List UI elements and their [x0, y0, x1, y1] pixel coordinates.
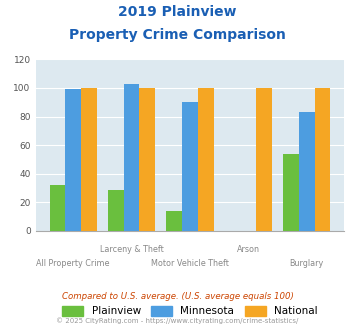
Bar [140, 88, 155, 231]
Bar [198, 88, 214, 231]
Bar [81, 88, 97, 231]
Text: Arson: Arson [237, 245, 260, 254]
Bar [256, 88, 272, 231]
Bar [65, 89, 81, 231]
Text: 2019 Plainview: 2019 Plainview [118, 5, 237, 19]
Bar [166, 211, 182, 231]
Text: Larceny & Theft: Larceny & Theft [100, 245, 163, 254]
Bar [299, 112, 315, 231]
Bar [108, 189, 124, 231]
Bar [50, 185, 65, 231]
Legend: Plainview, Minnesota, National: Plainview, Minnesota, National [58, 301, 322, 321]
Text: Burglary: Burglary [290, 259, 324, 268]
Text: All Property Crime: All Property Crime [37, 259, 110, 268]
Bar [182, 102, 198, 231]
Bar [315, 88, 330, 231]
Bar [124, 84, 140, 231]
Bar [283, 154, 299, 231]
Text: Property Crime Comparison: Property Crime Comparison [69, 28, 286, 42]
Text: © 2025 CityRating.com - https://www.cityrating.com/crime-statistics/: © 2025 CityRating.com - https://www.city… [56, 317, 299, 324]
Text: Motor Vehicle Theft: Motor Vehicle Theft [151, 259, 229, 268]
Text: Compared to U.S. average. (U.S. average equals 100): Compared to U.S. average. (U.S. average … [61, 292, 294, 301]
